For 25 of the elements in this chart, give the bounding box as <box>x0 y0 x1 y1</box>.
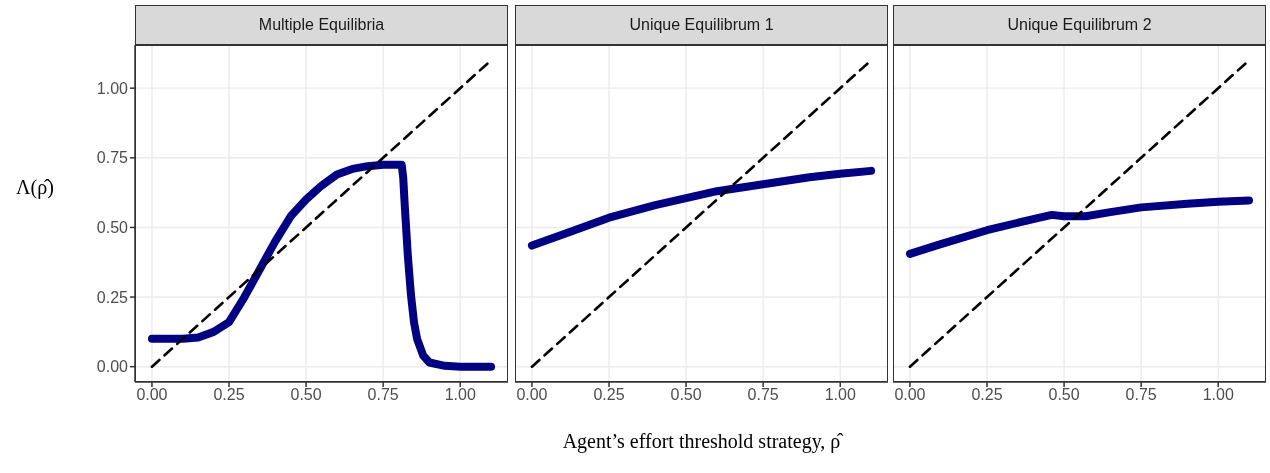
y-tick-label: 0.25 <box>96 288 129 306</box>
x-tick-label: 0.75 <box>1125 386 1157 404</box>
y-tick-label: 0.50 <box>96 219 129 237</box>
x-tick-label: 0.50 <box>290 386 322 404</box>
x-tick-label: 0.25 <box>593 386 625 404</box>
x-tick-label: 1.00 <box>1202 386 1234 404</box>
x-tick-label: 1.00 <box>444 386 476 404</box>
x-tick-label: 0.25 <box>971 386 1003 404</box>
chart-title: Unique Equilibrum 2 <box>893 5 1266 45</box>
x-tick-label: 1.00 <box>824 386 856 404</box>
y-tick-label: 0.75 <box>96 149 129 167</box>
y-axis-title: Λ(ρ̂) <box>15 175 55 199</box>
x-tick-label: 0.75 <box>367 386 399 404</box>
y-tick-label: 1.00 <box>96 79 129 97</box>
x-tick-label: 0.50 <box>1048 386 1080 404</box>
y-tick-label: 0.00 <box>96 358 129 376</box>
x-tick-label: 0.25 <box>213 386 245 404</box>
x-tick-label: 0.00 <box>894 386 926 404</box>
x-tick-label: 0.75 <box>747 386 779 404</box>
x-tick-label: 0.00 <box>136 386 168 404</box>
x-tick-label: 0.00 <box>516 386 548 404</box>
x-axis-title: Agent’s effort threshold strategy, ρ̂ <box>561 430 845 453</box>
chart-title: Multiple Equilibria <box>135 5 508 45</box>
chart-title: Unique Equilibrum 1 <box>515 5 888 45</box>
x-tick-label: 0.50 <box>670 386 702 404</box>
